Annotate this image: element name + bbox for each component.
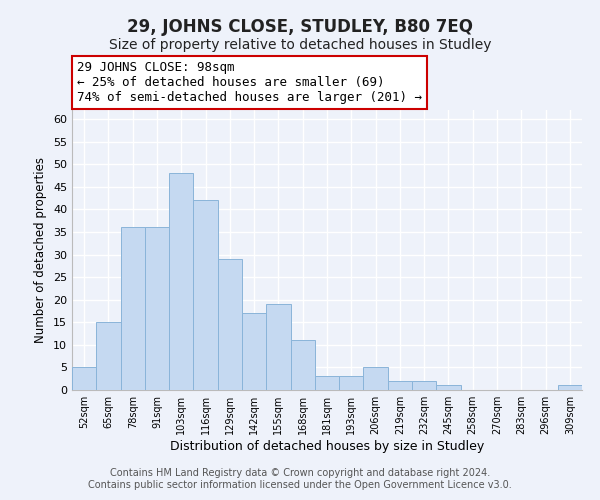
Bar <box>266 304 290 390</box>
Text: Contains public sector information licensed under the Open Government Licence v3: Contains public sector information licen… <box>88 480 512 490</box>
Bar <box>145 228 169 390</box>
Bar <box>72 368 96 390</box>
Text: 29, JOHNS CLOSE, STUDLEY, B80 7EQ: 29, JOHNS CLOSE, STUDLEY, B80 7EQ <box>127 18 473 36</box>
Bar <box>339 376 364 390</box>
Bar <box>364 368 388 390</box>
X-axis label: Distribution of detached houses by size in Studley: Distribution of detached houses by size … <box>170 440 484 453</box>
Bar <box>388 381 412 390</box>
Bar <box>558 386 582 390</box>
Bar <box>436 386 461 390</box>
Bar <box>96 322 121 390</box>
Bar <box>121 228 145 390</box>
Text: 29 JOHNS CLOSE: 98sqm
← 25% of detached houses are smaller (69)
74% of semi-deta: 29 JOHNS CLOSE: 98sqm ← 25% of detached … <box>77 62 422 104</box>
Bar <box>290 340 315 390</box>
Text: Size of property relative to detached houses in Studley: Size of property relative to detached ho… <box>109 38 491 52</box>
Y-axis label: Number of detached properties: Number of detached properties <box>34 157 47 343</box>
Bar <box>193 200 218 390</box>
Text: Contains HM Land Registry data © Crown copyright and database right 2024.: Contains HM Land Registry data © Crown c… <box>110 468 490 477</box>
Bar <box>169 173 193 390</box>
Bar <box>218 259 242 390</box>
Bar <box>242 313 266 390</box>
Bar <box>315 376 339 390</box>
Bar <box>412 381 436 390</box>
